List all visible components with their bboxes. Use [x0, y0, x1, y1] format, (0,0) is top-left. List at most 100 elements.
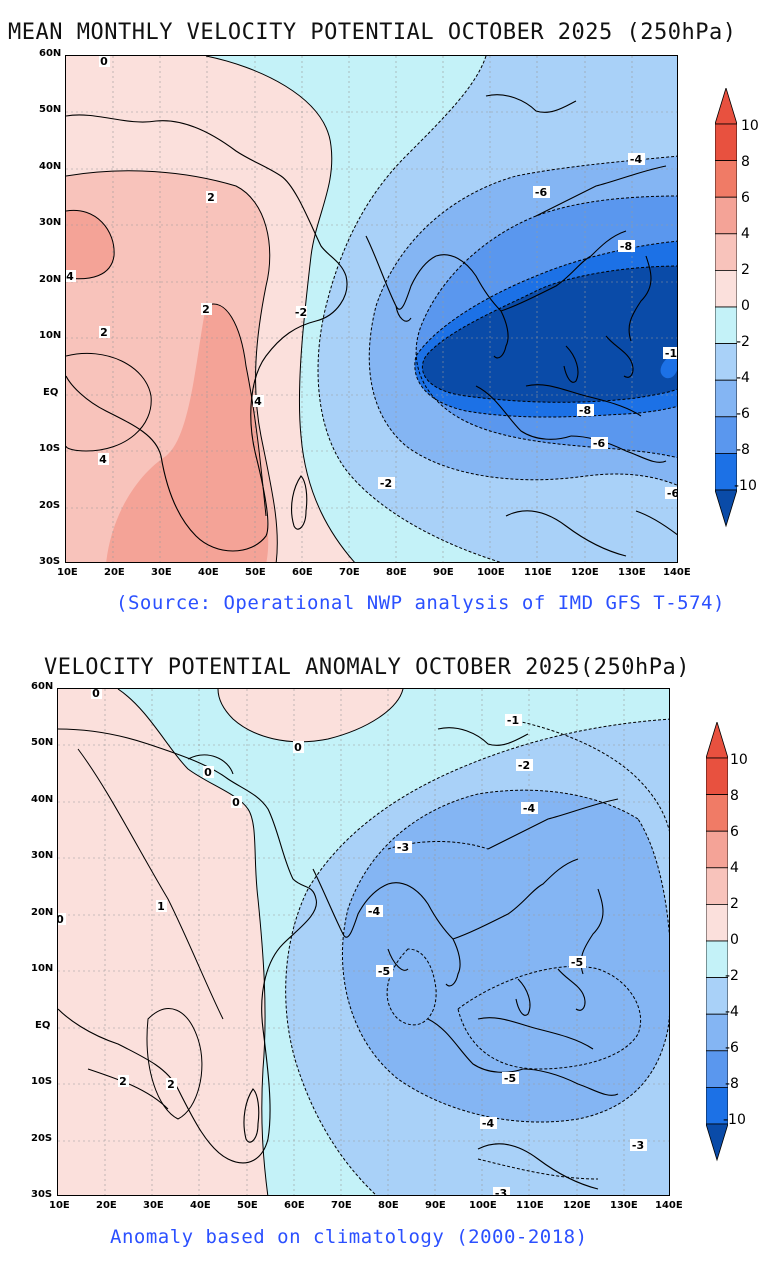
- lon-label: 20E: [96, 1200, 117, 1211]
- lat-label: 10S: [39, 443, 61, 454]
- lon-label: 120E: [571, 567, 599, 578]
- lat-label: EQ: [43, 387, 59, 398]
- lon-label: 40E: [198, 567, 219, 578]
- bottom-contour-label: -3: [493, 1187, 510, 1195]
- svg-text:-4: -4: [523, 802, 536, 815]
- svg-text:1: 1: [157, 900, 165, 913]
- bottom-contour-label: -3: [630, 1139, 647, 1152]
- svg-text:4: 4: [99, 453, 107, 466]
- colorbar-label: 8: [730, 788, 739, 804]
- svg-text:-1: -1: [507, 714, 519, 727]
- top-colorbar-arrow-down: [714, 489, 738, 528]
- lon-label: 100E: [477, 567, 505, 578]
- lat-label: 20N: [31, 907, 54, 918]
- colorbar-label: 6: [730, 824, 739, 840]
- svg-text:-4: -4: [630, 153, 643, 166]
- lat-label: 10N: [39, 330, 62, 341]
- colorbar-cell: [705, 867, 729, 905]
- lat-label: 30N: [31, 850, 54, 861]
- bottom-contour-label: -5: [569, 956, 586, 969]
- lon-label: 100E: [469, 1200, 497, 1211]
- top-contour-label: 2: [99, 326, 110, 339]
- lon-label: 140E: [655, 1200, 683, 1211]
- colorbar-label: 8: [741, 154, 750, 170]
- lon-label: 90E: [425, 1200, 446, 1211]
- lon-label: 10E: [49, 1200, 70, 1211]
- svg-text:0: 0: [92, 689, 100, 700]
- colorbar-label: -2: [736, 334, 750, 350]
- bottom-map-title: VELOCITY POTENTIAL ANOMALY OCTOBER 2025(…: [44, 655, 691, 680]
- svg-text:-2: -2: [295, 306, 307, 319]
- top-contour-label: -1: [663, 347, 677, 360]
- top-colorbar-arrow-up: [714, 86, 738, 125]
- top-colorbar-svg: [714, 86, 738, 528]
- colorbar-label: -6: [725, 1040, 739, 1056]
- colorbar-cell: [705, 757, 729, 795]
- svg-text:2: 2: [207, 191, 215, 204]
- colorbar-label: 2: [730, 896, 739, 912]
- lon-label: 70E: [331, 1200, 352, 1211]
- lat-label: 60N: [31, 681, 54, 692]
- svg-text:2: 2: [202, 303, 210, 316]
- colorbar-label: 4: [730, 860, 739, 876]
- bottom-map-panel: 0 0 0 0 1 2 2 -1 -2 -4 -3 -4 -5 -5 -5 -4…: [57, 688, 670, 1196]
- colorbar-label: -10: [723, 1112, 746, 1128]
- bottom-contours: [77, 689, 404, 1195]
- svg-text:4: 4: [254, 395, 262, 408]
- lon-label: 10E: [57, 567, 78, 578]
- colorbar-label: -10: [734, 478, 757, 494]
- lat-label: 50N: [39, 104, 62, 115]
- bottom-map-svg: 0 0 0 0 1 2 2 -1 -2 -4 -3 -4 -5 -5 -5 -4…: [58, 689, 669, 1195]
- bottom-contour-label: -2: [516, 759, 533, 772]
- svg-text:-2: -2: [518, 759, 530, 772]
- svg-text:-6: -6: [667, 487, 678, 500]
- colorbar-label: 4: [741, 226, 750, 242]
- lat-label: 30S: [31, 1189, 53, 1200]
- svg-text:-3: -3: [397, 841, 409, 854]
- bottom-contour-label: 0: [203, 766, 214, 779]
- lat-label: 50N: [31, 737, 54, 748]
- top-coastlines: [66, 94, 677, 557]
- bottom-colorbar-svg: [705, 720, 729, 1162]
- top-contour-label: 4: [253, 395, 264, 408]
- lat-label: 30N: [39, 217, 62, 228]
- colorbar-cell: [714, 160, 738, 198]
- svg-text:-8: -8: [620, 240, 632, 253]
- colorbar-label: 0: [741, 298, 750, 314]
- svg-text:-8: -8: [579, 404, 591, 417]
- lat-label: 10S: [31, 1076, 53, 1087]
- svg-text:-3: -3: [632, 1139, 644, 1152]
- bottom-colorbar-arrow-up: [705, 720, 729, 759]
- lon-label: 110E: [516, 1200, 544, 1211]
- bottom-contour-label: -4: [521, 802, 538, 815]
- top-neg-contours: [317, 56, 677, 562]
- top-fill-4to6: [66, 210, 269, 562]
- bottom-fill-positive-north: [218, 689, 403, 742]
- svg-text:2: 2: [119, 1075, 127, 1088]
- top-contour-label: -8: [577, 404, 594, 417]
- colorbar-label: 10: [730, 752, 748, 768]
- colorbar-label: -8: [725, 1076, 739, 1092]
- top-contour-label: -4: [628, 153, 645, 166]
- colorbar-cell: [714, 416, 738, 454]
- colorbar-label: -4: [736, 370, 750, 386]
- lon-label: 130E: [618, 567, 646, 578]
- lon-label: 50E: [237, 1200, 258, 1211]
- bottom-contour-label: 0: [231, 796, 242, 809]
- lat-label: 30S: [39, 556, 61, 567]
- lat-label: 40N: [31, 794, 54, 805]
- bottom-contour-label: -3: [395, 841, 412, 854]
- top-fill-minus10-eye: [660, 356, 677, 379]
- svg-text:0: 0: [100, 56, 108, 68]
- top-map-panel: 0 2 2 4 4 2 4 -2 -4 -6 -8 -8 -6 -1 -6 -2: [65, 55, 678, 563]
- top-contour-label: 2: [206, 191, 217, 204]
- colorbar-cell: [714, 306, 738, 344]
- lon-label: 50E: [245, 567, 266, 578]
- lon-label: 20E: [104, 567, 125, 578]
- top-contour-label: -6: [591, 437, 608, 450]
- svg-text:-1: -1: [665, 347, 677, 360]
- top-colorbar-cells: [714, 123, 738, 491]
- lon-label: 30E: [151, 567, 172, 578]
- bottom-colorbar-arrow-down: [705, 1123, 729, 1162]
- bottom-gridlines: [58, 689, 669, 1195]
